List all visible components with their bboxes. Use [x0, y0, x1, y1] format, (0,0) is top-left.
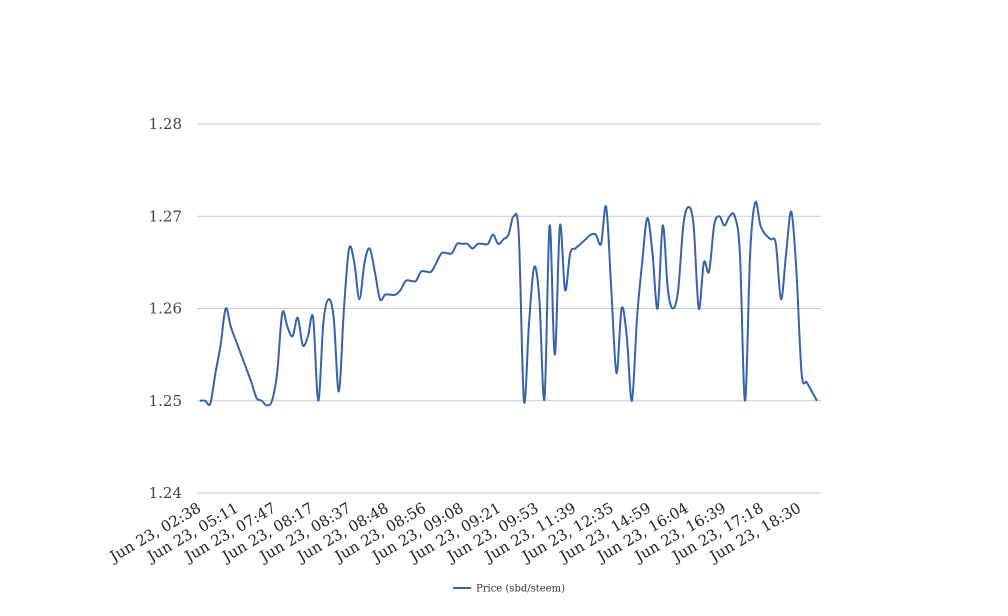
legend-label: Price (sbd/steem)	[476, 584, 565, 595]
y-axis-ticks: 1.24 1.25 1.26 1.27 1.28	[149, 115, 182, 502]
y-tick-label: 1.28	[149, 115, 182, 133]
legend: Price (sbd/steem)	[453, 584, 565, 595]
series-line-price	[199, 200, 818, 407]
y-tick-label: 1.25	[149, 392, 182, 410]
series-group	[199, 200, 818, 407]
y-tick-label: 1.26	[149, 300, 182, 318]
gridlines	[197, 123, 821, 494]
y-tick-label: 1.24	[149, 484, 182, 502]
y-tick-label: 1.27	[149, 207, 182, 225]
